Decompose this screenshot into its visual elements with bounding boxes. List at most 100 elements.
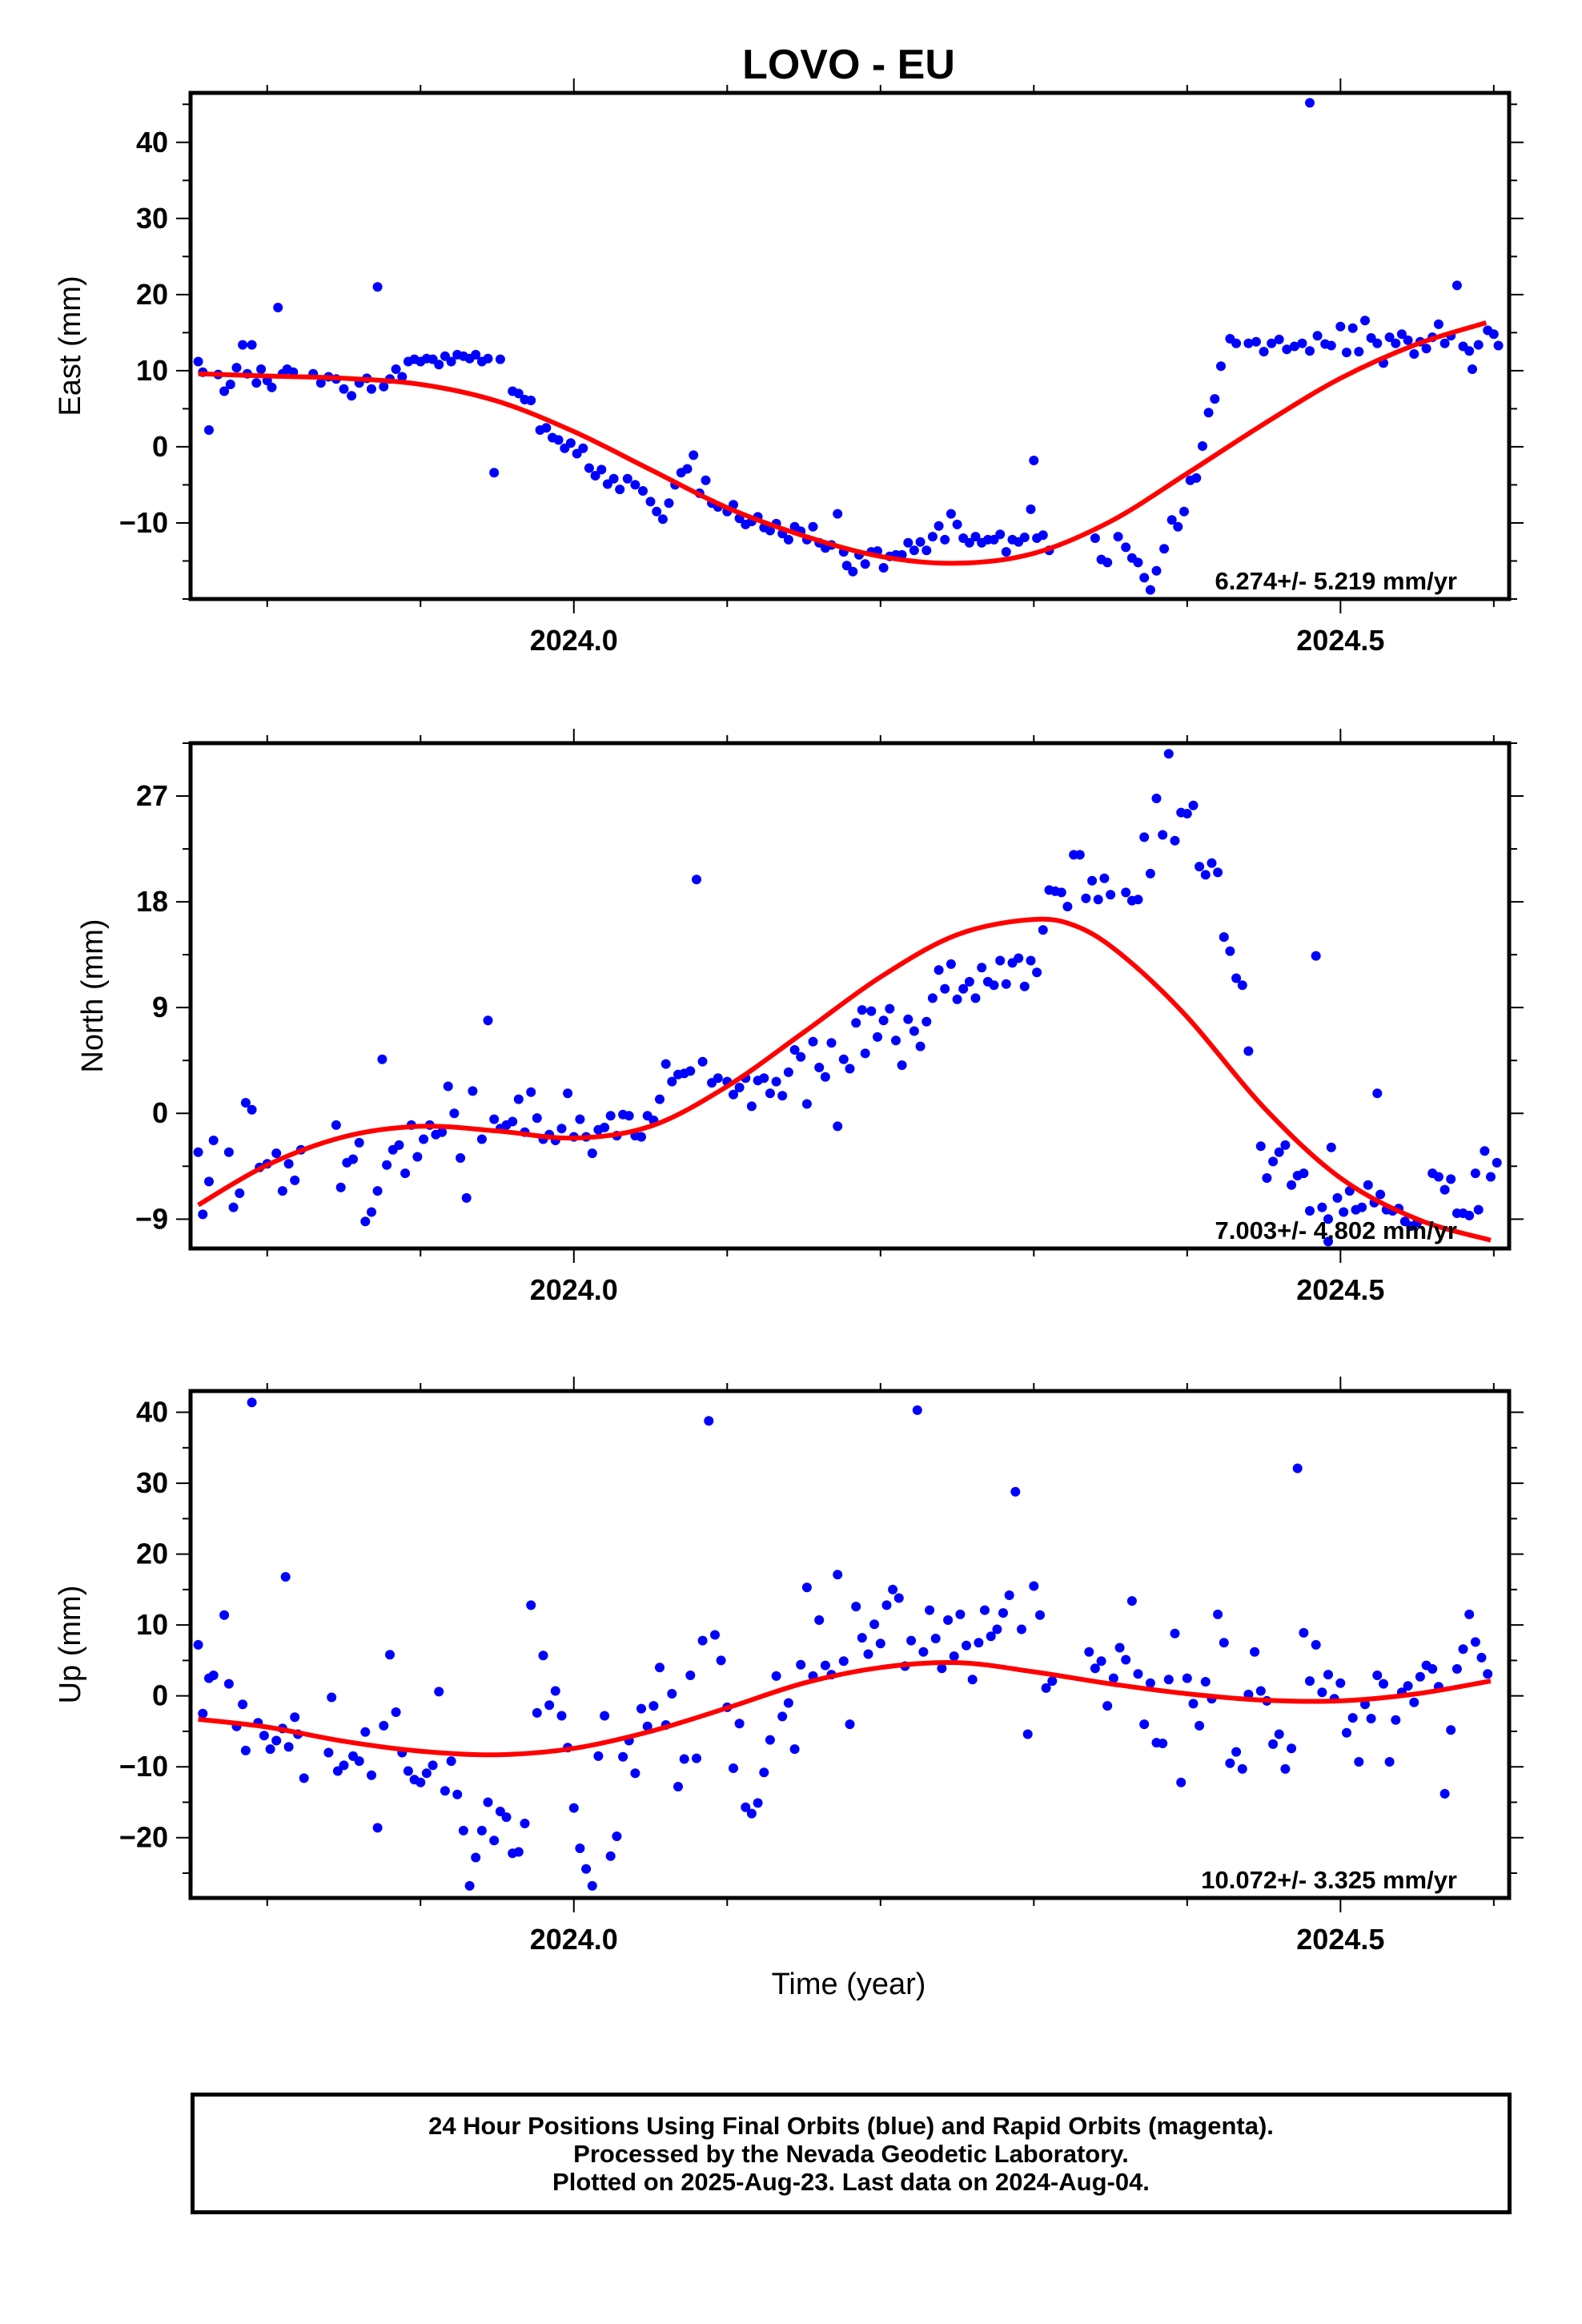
up-data-point [771, 1671, 781, 1681]
up-plot-frame [188, 1389, 1512, 1900]
north-data-point [655, 1094, 665, 1104]
east-data-point [689, 450, 699, 460]
up-data-point [1287, 1743, 1297, 1754]
up-data-point [520, 1819, 530, 1828]
east-data-point [927, 532, 938, 542]
east-data-point [940, 534, 950, 545]
north-plot-frame [188, 741, 1512, 1251]
up-data-point [697, 1635, 708, 1646]
east-data-point [315, 378, 326, 388]
north-data-point [897, 1060, 907, 1071]
north-data-point [885, 1003, 895, 1014]
up-data-point [765, 1735, 775, 1745]
up-data-point [630, 1768, 640, 1779]
east-data-point [584, 463, 594, 473]
north-panel: 2024.0 2024.5 −9 0 9 18 27 7.003+/- 4.802 mm/yr… [76, 729, 1524, 1306]
north-data-point [575, 1114, 585, 1124]
up-data-point [575, 1844, 585, 1853]
up-data-point [741, 1802, 751, 1812]
north-data-point [508, 1116, 518, 1127]
up-data-point [208, 1671, 219, 1680]
up-data-point [912, 1405, 922, 1415]
north-data-point [532, 1113, 542, 1124]
north-data-point [223, 1147, 234, 1157]
east-data-point [471, 349, 481, 360]
east-data-point [446, 356, 456, 367]
up-data-point [1108, 1673, 1118, 1683]
north-data-point [1182, 809, 1192, 818]
up-data-point [925, 1605, 935, 1615]
east-data-point [1396, 329, 1407, 340]
north-x-tick-label: 2024.0 [530, 1273, 618, 1306]
up-data-point [458, 1825, 468, 1835]
north-data-point [1287, 1180, 1297, 1190]
up-data-point [746, 1808, 757, 1819]
east-data-point [1403, 335, 1413, 345]
north-data-point [1473, 1204, 1484, 1215]
east-data-point [608, 473, 619, 484]
east-data-point [1464, 346, 1475, 356]
east-data-point [615, 485, 625, 495]
up-data-point [820, 1660, 830, 1671]
up-data-point [1158, 1739, 1168, 1748]
north-data-point [483, 1015, 493, 1026]
north-data-point [1268, 1156, 1279, 1167]
north-data-point [449, 1108, 460, 1119]
north-data-point [1145, 868, 1155, 879]
north-data-point [857, 1005, 867, 1015]
north-y-tick-label: 27 [136, 779, 168, 812]
east-data-point [1191, 472, 1202, 483]
north-data-point [587, 1148, 597, 1159]
east-plot-frame [188, 90, 1512, 601]
east-data-point [1259, 347, 1269, 357]
north-data-point [1163, 749, 1174, 759]
up-y-axis-label: Up (mm) [54, 1586, 87, 1704]
north-y-tick-label: 18 [136, 885, 168, 918]
up-data-point [1084, 1647, 1094, 1657]
up-data-point [636, 1703, 646, 1714]
up-data-point [223, 1679, 234, 1689]
north-data-point [198, 1209, 208, 1220]
north-data-point [290, 1175, 300, 1185]
north-data-point [1093, 895, 1103, 905]
up-data-point [1213, 1609, 1223, 1619]
north-data-point [277, 1186, 287, 1196]
up-data-point [845, 1719, 855, 1730]
east-data-point [578, 443, 588, 453]
north-data-point [1062, 902, 1073, 911]
north-data-point [489, 1114, 500, 1124]
east-data-point [267, 382, 277, 392]
north-data-point [1038, 925, 1048, 935]
up-data-point [354, 1756, 364, 1767]
north-data-point [860, 1048, 870, 1059]
east-y-tick-label: −10 [119, 506, 168, 539]
east-data-point [1145, 585, 1155, 595]
north-data-point [1219, 932, 1229, 943]
north-data-point [400, 1168, 411, 1179]
up-data-point [1483, 1669, 1493, 1679]
up-data-point [440, 1786, 450, 1796]
north-y-tick-label: 0 [152, 1096, 168, 1129]
east-fit-curve [198, 320, 1488, 566]
east-data-point [397, 372, 408, 382]
east-data-point [541, 423, 552, 433]
north-data-point [331, 1120, 341, 1130]
up-data-point [943, 1615, 954, 1625]
up-data-point [869, 1619, 880, 1630]
east-data-point [1166, 515, 1177, 525]
north-data-point [746, 1101, 757, 1112]
north-data-point [958, 983, 969, 994]
north-data-point [1200, 870, 1211, 880]
up-data-point [1458, 1644, 1468, 1655]
north-data-point [1326, 1142, 1336, 1152]
east-data-point [367, 384, 376, 394]
up-data-point [992, 1624, 1002, 1634]
up-data-point [1299, 1627, 1309, 1638]
east-data-point [1121, 542, 1131, 553]
up-data-point [655, 1663, 665, 1673]
east-data-point [231, 363, 242, 373]
up-data-point [1004, 1590, 1014, 1600]
up-rate-label: 10.072+/- 3.325 mm/yr [1201, 1866, 1457, 1894]
up-data-point [327, 1692, 337, 1703]
up-data-point [593, 1751, 604, 1761]
